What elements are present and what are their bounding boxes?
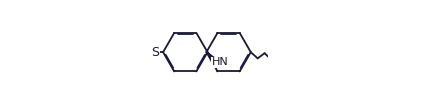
Text: S: S [151, 46, 159, 59]
Text: HN: HN [212, 57, 228, 67]
